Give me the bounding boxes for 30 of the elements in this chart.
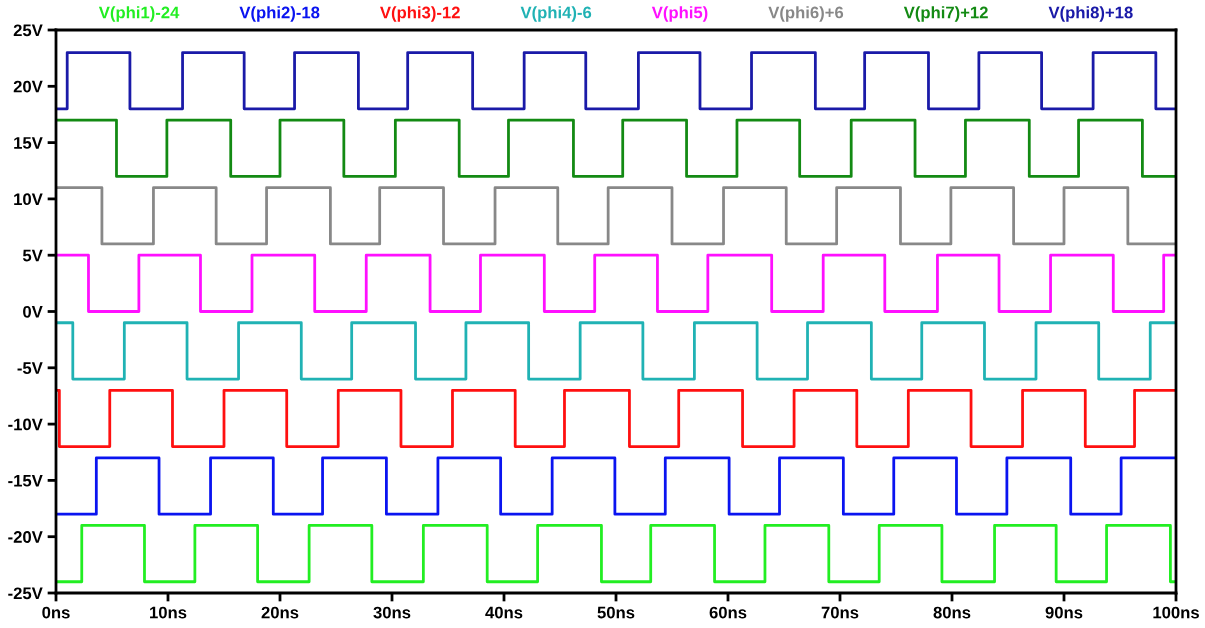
- y-tick-label: 5V: [22, 249, 43, 262]
- x-tick-label: 60ns: [709, 606, 747, 619]
- y-tick-label: -15V: [8, 474, 43, 487]
- x-tick-label: 10ns: [150, 606, 187, 619]
- series-label: V(phi8)+18: [1048, 6, 1133, 22]
- x-tick-label: 20ns: [261, 606, 299, 619]
- x-tick-label: 30ns: [373, 606, 411, 619]
- text: V(phi5): [651, 6, 708, 22]
- x-tick-label: 40ns: [485, 606, 523, 619]
- x-tick-label: 70ns: [821, 606, 859, 619]
- y-tick-label: 20V: [13, 80, 43, 93]
- text: V(phi2)-18: [239, 6, 320, 22]
- x-tick-label: 80ns: [933, 606, 971, 619]
- text: V(phi6)+6: [768, 6, 844, 22]
- y-tick-label: 0V: [23, 305, 43, 318]
- x-tick-label: 0ns: [42, 606, 70, 619]
- text: V(phi1)-24: [98, 6, 180, 22]
- text: V(phi4)-6: [520, 6, 592, 22]
- y-tick-label: -10V: [8, 418, 43, 431]
- y-tick-label: -25V: [8, 587, 43, 600]
- x-tick-label: 100ns: [1153, 606, 1199, 619]
- x-tick-label: 90ns: [1045, 606, 1083, 619]
- y-tick-label: -20V: [8, 531, 43, 543]
- x-tick-label: 50ns: [597, 606, 635, 619]
- text: V(phi7)+12: [903, 6, 988, 22]
- y-tick-label: 15V: [14, 137, 43, 149]
- y-tick-label: 25V: [13, 24, 43, 37]
- text: V(phi3)-12: [380, 6, 460, 22]
- y-tick-label: -5V: [17, 362, 43, 374]
- y-tick-label: 10V: [14, 193, 43, 206]
